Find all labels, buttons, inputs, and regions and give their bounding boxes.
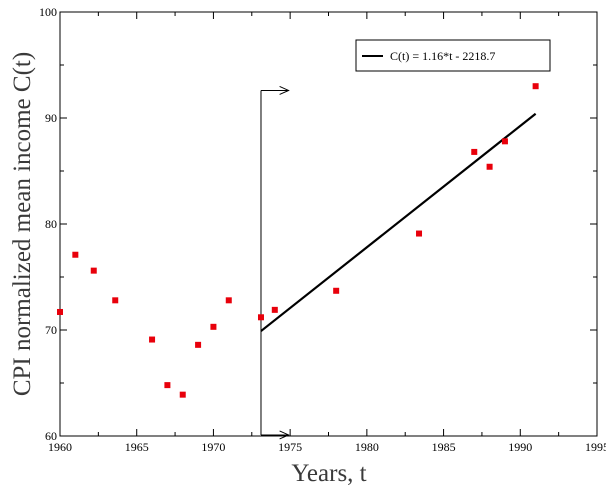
x-tick-label: 1995 — [585, 440, 606, 454]
data-point — [271, 306, 278, 313]
legend-label: C(t) = 1.16*t - 2218.7 — [390, 49, 495, 63]
data-point — [90, 267, 97, 274]
y-tick-label: 80 — [45, 217, 57, 231]
x-tick-label: 1980 — [355, 440, 379, 454]
legend-box — [355, 39, 551, 72]
x-axis-title: Years, t — [291, 460, 366, 485]
data-point — [57, 308, 63, 315]
data-point — [112, 297, 119, 304]
data-point — [225, 297, 232, 304]
data-point — [195, 341, 202, 348]
data-point — [72, 251, 79, 258]
arrowhead-top — [279, 85, 290, 95]
data-point — [471, 148, 478, 155]
x-tick-label: 1965 — [125, 440, 149, 454]
y-tick-label: 90 — [45, 111, 57, 125]
data-point — [257, 314, 264, 321]
data-point — [501, 138, 508, 145]
data-point — [164, 382, 171, 389]
data-point — [416, 230, 423, 237]
x-tick-label: 1975 — [278, 440, 302, 454]
x-axis-ticks: 1960 1965 1970 1975 1980 1985 1990 1995 — [48, 12, 606, 454]
data-point — [532, 83, 539, 90]
legend: C(t) = 1.16*t - 2218.7 — [355, 39, 551, 72]
y-tick-label: 100 — [39, 5, 57, 19]
scatter-series — [57, 83, 539, 398]
y-tick-label: 70 — [45, 323, 57, 337]
arrowhead-bottom — [279, 430, 290, 440]
fit-line — [260, 112, 537, 332]
data-point — [179, 391, 186, 398]
y-tick-label: 60 — [45, 429, 57, 443]
data-point — [333, 287, 340, 294]
fit-line-series — [260, 112, 537, 332]
data-point — [149, 336, 156, 343]
x-tick-label: 1990 — [508, 440, 532, 454]
x-tick-label: 1970 — [201, 440, 225, 454]
data-point — [210, 323, 217, 330]
x-tick-label: 1985 — [432, 440, 456, 454]
y-axis-title: CPI normalized mean income C(t) — [9, 52, 36, 396]
plot-frame — [59, 11, 598, 437]
bracket-annotation — [260, 85, 290, 440]
data-point — [486, 163, 493, 170]
y-axis-ticks: 60 70 80 90 100 — [39, 5, 597, 443]
x-tick-label: 1960 — [48, 440, 72, 454]
